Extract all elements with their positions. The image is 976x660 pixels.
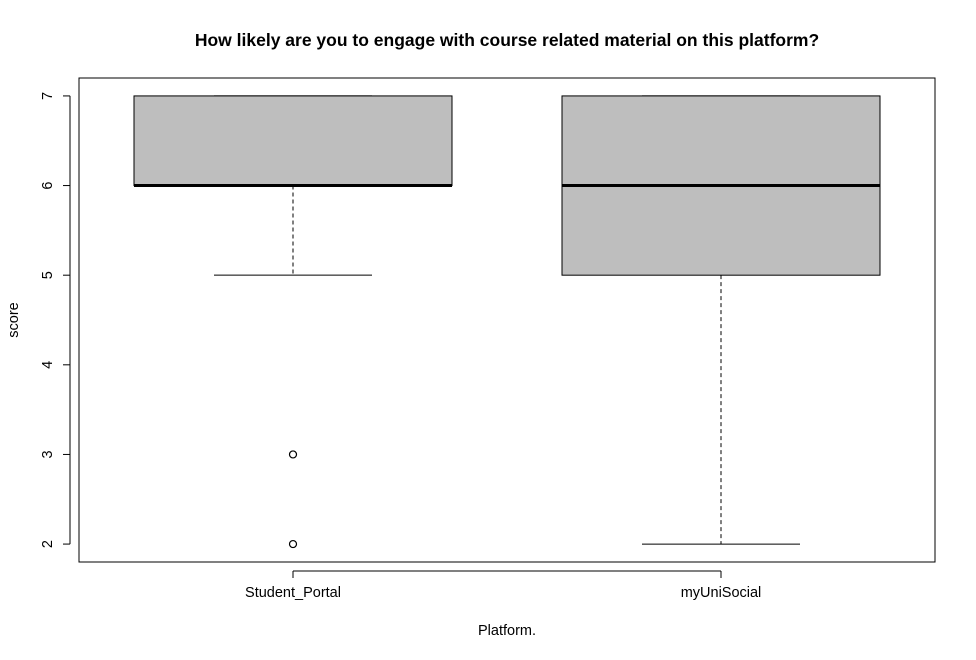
x-tick-label: myUniSocial: [681, 585, 762, 601]
y-tick-label: 4: [40, 361, 56, 369]
y-axis-label: score: [6, 302, 22, 337]
y-tick-label: 5: [40, 271, 56, 279]
y-tick-label: 2: [40, 540, 56, 548]
x-tick-label: Student_Portal: [245, 585, 341, 601]
box-Student_Portal: [133, 95, 453, 187]
y-tick-label: 7: [40, 92, 56, 100]
outlier-point: [288, 539, 298, 549]
chart-title: How likely are you to engage with course…: [195, 30, 819, 50]
outlier-point: [288, 450, 298, 459]
plot-frame: [78, 77, 936, 563]
plot-layer: 2 3 4 5 6 7 Student_Portal myUniSocial: [40, 92, 881, 601]
y-tick-label: 6: [40, 182, 56, 190]
x-axis-label: Platform.: [478, 623, 536, 639]
y-tick-label: 3: [40, 450, 56, 458]
